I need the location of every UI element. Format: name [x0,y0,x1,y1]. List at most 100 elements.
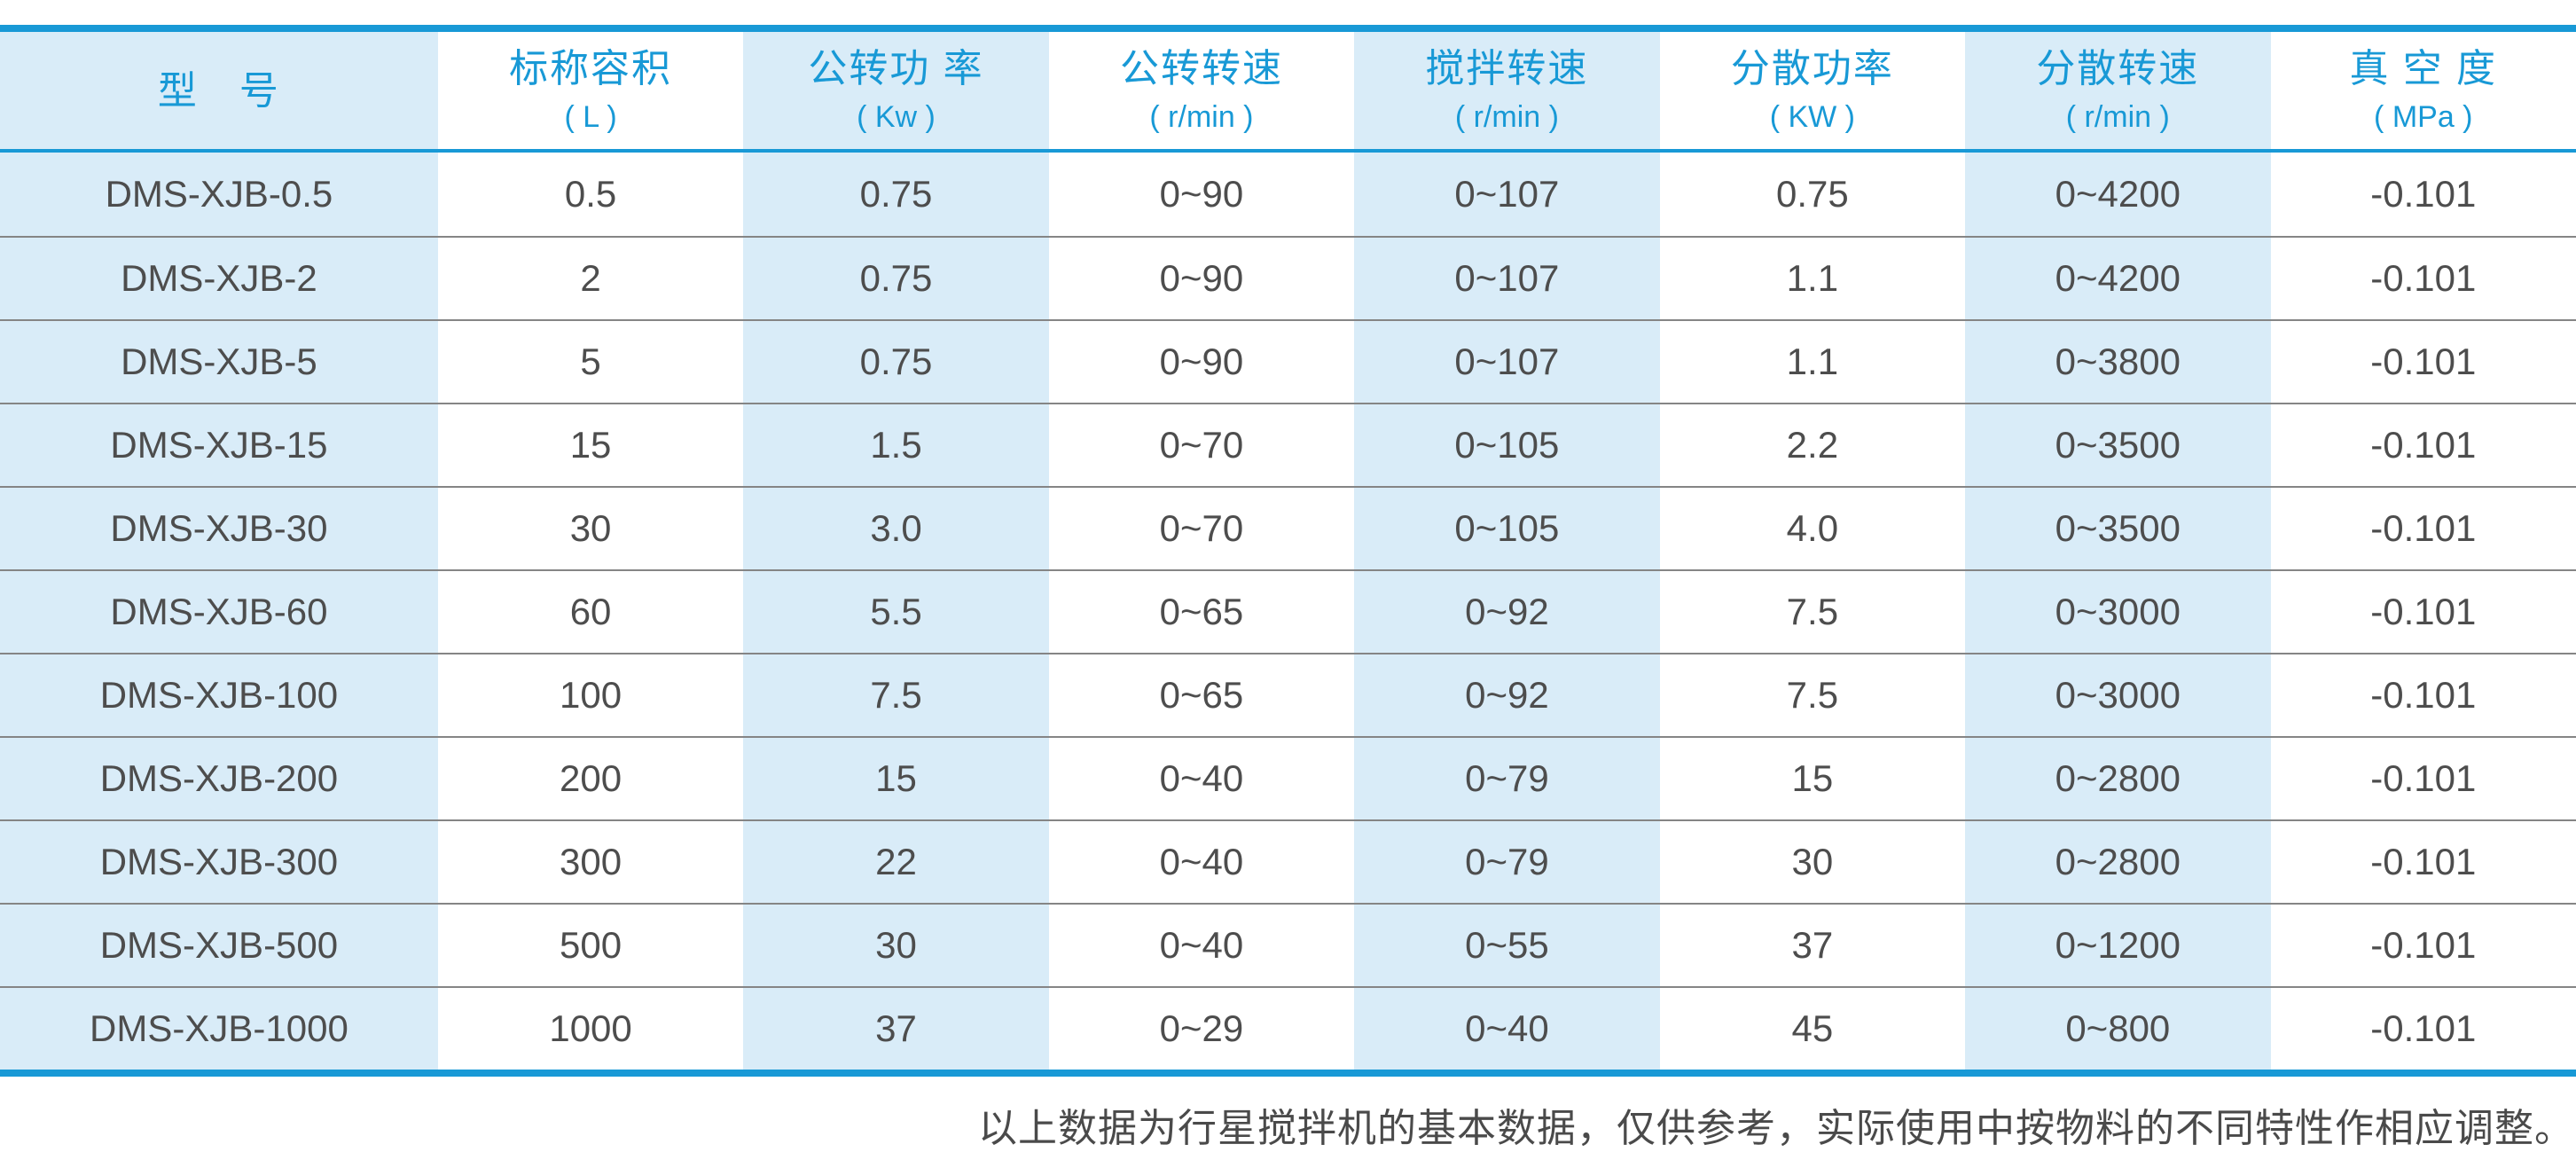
value-cell: 4.0 [1659,488,1966,569]
table-row: DMS-XJB-100 100 7.5 0~65 0~92 7.5 0~3000 -0.101 [0,653,2576,736]
table-row: DMS-XJB-0.5 0.5 0.75 0~90 0~107 0.75 0~4200 -0.… [0,153,2576,236]
value-cell: 0~107 [1354,238,1660,319]
value-cell: 0~40 [1354,988,1660,1070]
value-cell: 1.5 [743,404,1049,486]
value-cell: 100 [437,654,744,736]
value-cell: 0~3000 [1965,571,2271,653]
value-cell: 0.75 [743,238,1049,319]
value-cell: -0.101 [2270,488,2576,569]
value-cell: 0~2800 [1965,738,2271,819]
spec-table: 型 号标称容积( L ) 公转功 率( Kw ) 公转转速( r/min ) 搅拌转速… [0,25,2576,1077]
table-row: DMS-XJB-500 500 30 0~40 0~55 37 0~1200 -0.101 [0,903,2576,986]
value-cell: 0~40 [1048,821,1355,903]
header-unit: ( r/min ) [1149,100,1254,135]
value-cell: -0.101 [2270,404,2576,486]
value-cell: 37 [1659,905,1966,986]
model-cell: DMS-XJB-1000 [0,988,438,1070]
value-cell: 0~3000 [1965,654,2271,736]
header-title: 分散转速 [2036,47,2200,91]
header-cell-2: 公转功 率 ( Kw ) [743,32,1049,149]
header-title: 搅拌转速 [1425,47,1589,91]
value-cell: -0.101 [2270,821,2576,903]
value-cell: 0~40 [1048,738,1355,819]
header-title: 型 号 [157,68,280,113]
value-cell: 0~55 [1354,905,1660,986]
table-row: DMS-XJB-60 60 5.5 0~65 0~92 7.5 0~3000 -0.101 [0,569,2576,653]
value-cell: 0~105 [1354,488,1660,569]
value-cell: 1.1 [1659,321,1966,403]
value-cell: 30 [743,905,1049,986]
header-cell-7: 真 空 度 ( MPa ) [2270,32,2576,149]
table-row: DMS-XJB-1000 1000 37 0~29 0~40 45 0~800 -0.101 [0,986,2576,1070]
table-row: DMS-XJB-2 2 0.75 0~90 0~107 1.1 0~4200 -0.101 [0,236,2576,319]
value-cell: 0~65 [1048,571,1355,653]
value-cell: 0.75 [743,321,1049,403]
value-cell: 30 [437,488,744,569]
table-row: DMS-XJB-15 15 1.5 0~70 0~105 2.2 0~3500 -0.101 [0,403,2576,486]
value-cell: 15 [743,738,1049,819]
model-cell: DMS-XJB-200 [0,738,438,819]
value-cell: 45 [1659,988,1966,1070]
value-cell: 15 [437,404,744,486]
value-cell: 0~90 [1048,153,1355,236]
value-cell: -0.101 [2270,238,2576,319]
value-cell: 7.5 [1659,654,1966,736]
model-cell: DMS-XJB-500 [0,905,438,986]
value-cell: 0.75 [743,153,1049,236]
value-cell: -0.101 [2270,321,2576,403]
value-cell: -0.101 [2270,153,2576,236]
value-cell: 5.5 [743,571,1049,653]
value-cell: 7.5 [743,654,1049,736]
value-cell: 2.2 [1659,404,1966,486]
value-cell: 5 [437,321,744,403]
value-cell: 0~3500 [1965,488,2271,569]
model-cell: DMS-XJB-2 [0,238,438,319]
header-title: 标称容积 [509,47,673,91]
value-cell: 0~4200 [1965,238,2271,319]
value-cell: 7.5 [1659,571,1966,653]
value-cell: 0~3800 [1965,321,2271,403]
table-row: DMS-XJB-300 300 22 0~40 0~79 30 0~2800 -0.101 [0,819,2576,903]
header-cell-0: 型 号 [0,32,438,149]
value-cell: 200 [437,738,744,819]
header-cell-3: 公转转速 ( r/min ) [1048,32,1355,149]
value-cell: 0~107 [1354,153,1660,236]
value-cell: 0~90 [1048,238,1355,319]
header-cell-1: 标称容积 ( L ) [437,32,744,149]
value-cell: 2 [437,238,744,319]
value-cell: 0~800 [1965,988,2271,1070]
value-cell: 60 [437,571,744,653]
header-cell-4: 搅拌转速 ( r/min ) [1354,32,1660,149]
header-unit: ( KW ) [1769,100,1856,135]
value-cell: 0~40 [1048,905,1355,986]
model-cell: DMS-XJB-30 [0,488,438,569]
value-cell: 0~70 [1048,488,1355,569]
table-row: DMS-XJB-30 30 3.0 0~70 0~105 4.0 0~3500 -0.101 [0,486,2576,569]
value-cell: 0~105 [1354,404,1660,486]
header-cell-5: 分散功率 ( KW ) [1659,32,1966,149]
value-cell: 0~79 [1354,821,1660,903]
table-row: DMS-XJB-5 5 0.75 0~90 0~107 1.1 0~3800 -0.101 [0,319,2576,403]
header-unit: ( MPa ) [2374,100,2473,135]
value-cell: 3.0 [743,488,1049,569]
value-cell: 1000 [437,988,744,1070]
header-unit: ( r/min ) [2065,100,2170,135]
value-cell: 30 [1659,821,1966,903]
value-cell: 0~92 [1354,654,1660,736]
table-header: 型 号标称容积( L ) 公转功 率( Kw ) 公转转速( r/min ) 搅拌转速… [0,32,2576,153]
header-title: 真 空 度 [2349,47,2497,91]
value-cell: 500 [437,905,744,986]
model-cell: DMS-XJB-15 [0,404,438,486]
value-cell: 0~4200 [1965,153,2271,236]
table-body: DMS-XJB-0.5 0.5 0.75 0~90 0~107 0.75 0~4200 -0.… [0,153,2576,1070]
header-unit: ( Kw ) [857,100,936,135]
value-cell: 37 [743,988,1049,1070]
header-cell-6: 分散转速 ( r/min ) [1965,32,2271,149]
value-cell: 0~92 [1354,571,1660,653]
value-cell: 0~107 [1354,321,1660,403]
model-cell: DMS-XJB-100 [0,654,438,736]
header-row: 型 号标称容积( L ) 公转功 率( Kw ) 公转转速( r/min ) 搅拌转速… [0,32,2576,153]
header-title: 公转功 率 [808,47,984,91]
model-cell: DMS-XJB-0.5 [0,153,438,236]
